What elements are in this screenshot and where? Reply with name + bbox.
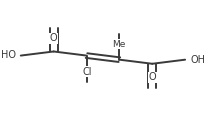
Text: Cl: Cl bbox=[83, 67, 92, 77]
Text: O: O bbox=[149, 73, 156, 82]
Text: HO: HO bbox=[1, 50, 16, 60]
Text: O: O bbox=[50, 33, 57, 43]
Text: Me: Me bbox=[112, 40, 125, 49]
Text: OH: OH bbox=[191, 55, 206, 65]
